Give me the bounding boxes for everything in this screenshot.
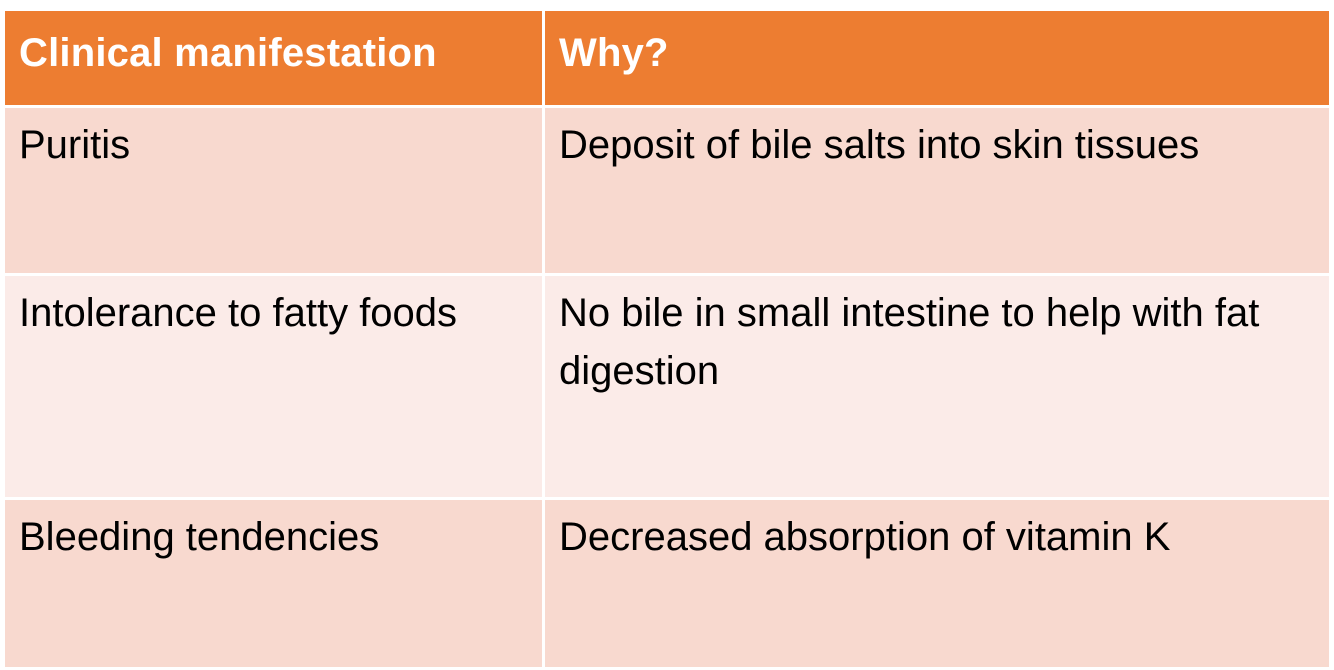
reason-cell: Decreased absorption of vitamin K — [542, 497, 1332, 670]
reason-cell: Deposit of bile salts into skin tissues — [542, 105, 1332, 276]
manifestation-cell: Puritis — [2, 105, 545, 276]
table-row: Intolerance to fatty foods No bile in sm… — [2, 273, 1332, 500]
table-row: Puritis Deposit of bile salts into skin … — [2, 105, 1332, 276]
header-why: Why? — [542, 8, 1332, 108]
manifestation-cell: Bleeding tendencies — [2, 497, 545, 670]
reason-cell: No bile in small intestine to help with … — [542, 273, 1332, 500]
manifestation-cell: Intolerance to fatty foods — [2, 273, 545, 500]
manifestation-table: Clinical manifestation Why? Puritis Depo… — [2, 8, 1332, 670]
table-header-row: Clinical manifestation Why? — [2, 8, 1332, 108]
table-row: Bleeding tendencies Decreased absorption… — [2, 497, 1332, 670]
header-clinical-manifestation: Clinical manifestation — [2, 8, 545, 108]
manifestation-table-container: Clinical manifestation Why? Puritis Depo… — [2, 8, 1332, 670]
